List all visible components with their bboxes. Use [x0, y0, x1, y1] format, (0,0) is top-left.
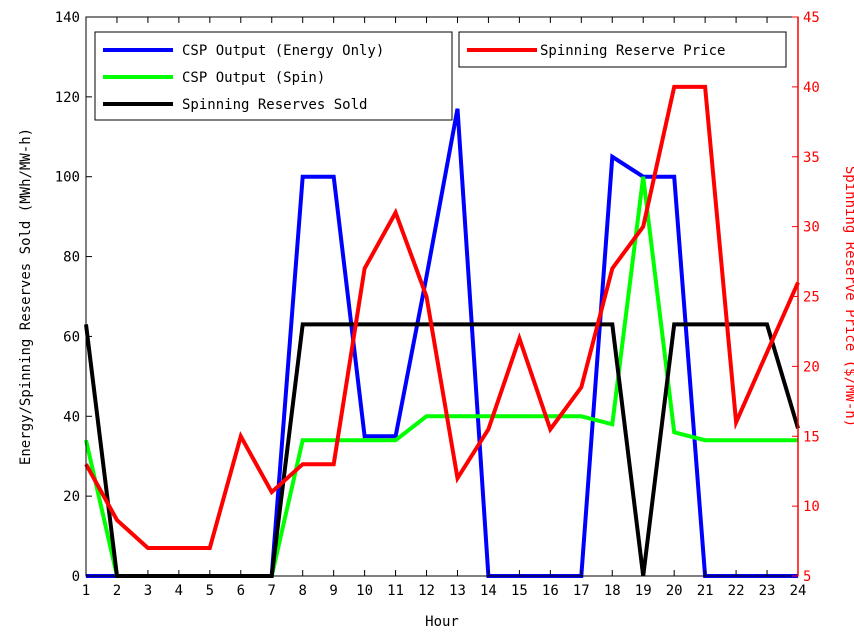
y-left-tick-label: 60: [63, 329, 80, 345]
legend-label: CSP Output (Spin): [182, 70, 325, 86]
x-axis-label: Hour: [425, 614, 459, 630]
x-tick-label: 4: [175, 583, 183, 599]
x-tick-label: 9: [329, 583, 337, 599]
x-tick-label: 16: [542, 583, 559, 599]
y-right-tick-label: 10: [803, 499, 820, 515]
y-right-tick-label: 35: [803, 150, 820, 166]
x-tick-label: 20: [666, 583, 683, 599]
y-right-tick-label: 5: [803, 569, 811, 585]
x-tick-label: 6: [237, 583, 245, 599]
x-tick-label: 14: [480, 583, 497, 599]
legend: CSP Output (Energy Only) CSP Output (Spin…: [94, 31, 787, 121]
y-left-tick-label: 100: [55, 170, 80, 186]
y-left-tick-label: 120: [55, 90, 80, 106]
plot-area: [84, 84, 800, 578]
x-tick-label: 23: [759, 583, 776, 599]
y-left-tick-label: 140: [55, 10, 80, 26]
x-tick-label: 8: [298, 583, 306, 599]
x-tick-label: 10: [356, 583, 373, 599]
y-left-tick-label: 0: [72, 569, 80, 585]
x-tick-label: 7: [268, 583, 276, 599]
y-right-tick-label: 20: [803, 359, 820, 375]
x-tick-label: 5: [206, 583, 214, 599]
x-tick-label: 15: [511, 583, 528, 599]
x-tick-label: 12: [418, 583, 435, 599]
x-tick-label: 18: [604, 583, 621, 599]
series-line-4: [84, 84, 800, 550]
y-axis-left-label: Energy/Spinning Reserves Sold (MWh/MW-h): [18, 128, 34, 465]
x-tick-label: 21: [697, 583, 714, 599]
y-right-tick-label: 25: [803, 290, 820, 306]
series-line-3: [84, 322, 800, 578]
x-tick-label: 24: [790, 583, 807, 599]
x-tick-label: 13: [449, 583, 466, 599]
y-left-tick-label: 20: [63, 489, 80, 505]
legend-label: CSP Output (Energy Only): [182, 43, 384, 59]
legend-label: Spinning Reserves Sold: [182, 97, 367, 113]
y-right-tick-label: 40: [803, 80, 820, 96]
legend-label: Spinning Reserve Price: [540, 43, 725, 59]
x-tick-label: 17: [573, 583, 590, 599]
x-tick-label: 1: [82, 583, 90, 599]
x-tick-label: 22: [728, 583, 745, 599]
axes: 1 2 3 4 5 6 7 8 9 10 11 12 13 14 15 16 17 18 19 20 21 22 23 240…: [55, 10, 820, 599]
y-left-tick-label: 80: [63, 250, 80, 266]
series-line-2: [84, 176, 798, 578]
x-tick-label: 19: [635, 583, 652, 599]
x-tick-label: 2: [113, 583, 121, 599]
y-right-tick-label: 30: [803, 220, 820, 236]
x-tick-label: 11: [387, 583, 404, 599]
series-line-1: [86, 108, 798, 578]
y-right-tick-label: 15: [803, 429, 820, 445]
y-left-tick-label: 40: [63, 409, 80, 425]
y-axis-right-label: Spinning Reserve Price ($/MW-h): [842, 166, 854, 427]
x-tick-label: 3: [144, 583, 152, 599]
y-right-tick-label: 45: [803, 10, 820, 26]
